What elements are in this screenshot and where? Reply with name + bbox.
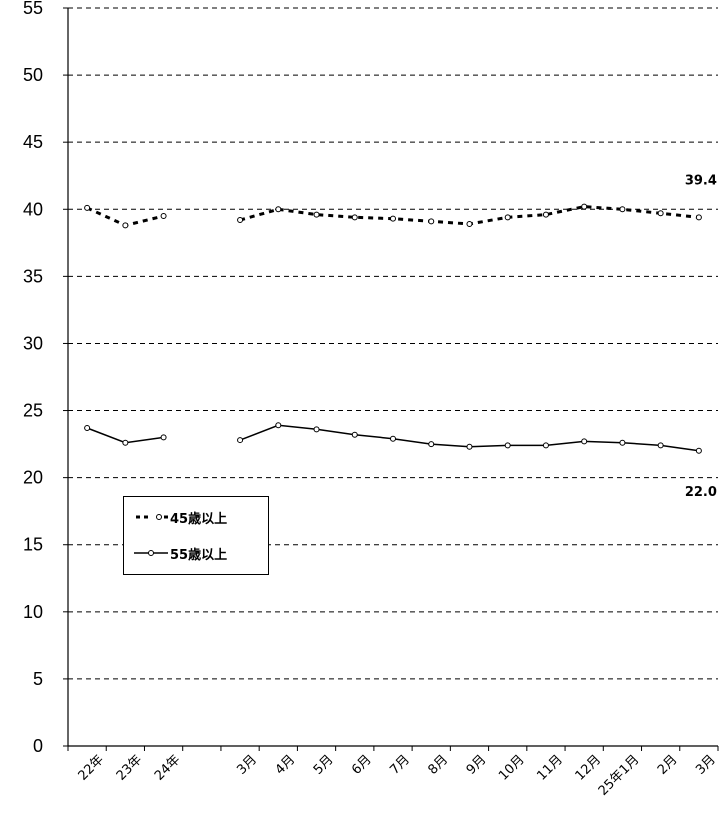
data-point-55 <box>313 426 320 433</box>
legend-label-55: 55歳以上 <box>170 547 228 563</box>
x-tick-label: 4月 <box>273 752 299 778</box>
y-tick-label: 40 <box>23 199 43 219</box>
series-group <box>84 203 702 454</box>
data-point-45 <box>466 221 473 228</box>
legend-item-45: 45歳以上 <box>134 508 228 527</box>
x-tick-label: 5月 <box>311 752 337 778</box>
legend-swatch-solid <box>134 550 168 556</box>
x-tick-label: 22年 <box>76 752 107 783</box>
data-point-55 <box>466 443 473 450</box>
y-tick-label: 35 <box>23 266 43 286</box>
data-point-55 <box>695 447 702 454</box>
y-tick-label: 0 <box>33 736 43 756</box>
data-point-55 <box>657 442 664 449</box>
legend-swatch-dashed <box>136 514 168 520</box>
y-tick-label: 45 <box>23 132 43 152</box>
y-tick-label: 25 <box>23 401 43 421</box>
y-tick-label: 20 <box>23 468 43 488</box>
data-point-55 <box>160 434 167 441</box>
data-point-45 <box>84 204 91 211</box>
data-point-55 <box>390 435 396 442</box>
x-tick-label: 3月 <box>234 752 260 778</box>
axes <box>63 7 719 751</box>
data-point-45 <box>657 210 664 217</box>
data-point-45 <box>428 218 435 225</box>
y-tick-label: 5 <box>33 669 43 689</box>
data-point-45 <box>351 214 358 221</box>
x-tick-label: 11月 <box>534 752 565 783</box>
end-label-55: 22.0 <box>685 485 717 500</box>
data-point-45 <box>390 215 396 222</box>
x-tick-label: 25年1月 <box>596 752 643 799</box>
end-label-45: 39.4 <box>685 173 717 188</box>
data-point-55 <box>542 442 549 449</box>
x-tick-label: 6月 <box>349 752 375 778</box>
legend-label-45: 45歳以上 <box>170 511 228 527</box>
data-point-55 <box>581 438 588 445</box>
data-point-45 <box>695 214 702 221</box>
y-tick-label: 15 <box>23 535 43 555</box>
data-point-45 <box>313 211 320 218</box>
data-point-45 <box>237 217 244 224</box>
data-point-55 <box>428 441 435 448</box>
data-point-55 <box>619 439 626 446</box>
x-tick-label: 8月 <box>426 752 452 778</box>
y-tick-label: 55 <box>23 0 43 18</box>
x-tick-label: 2月 <box>655 752 681 778</box>
data-point-45 <box>275 206 282 213</box>
y-tick-labels: 0 5 10 15 20 25 30 35 40 45 50 55 <box>23 0 43 756</box>
legend: 45歳以上 55歳以上 <box>123 496 269 575</box>
data-point-55 <box>504 442 511 449</box>
y-tick-label: 30 <box>23 333 43 353</box>
x-tick-label: 12月 <box>573 752 604 783</box>
data-point-45 <box>160 212 167 219</box>
data-point-55 <box>237 437 244 444</box>
y-tick-label: 10 <box>23 602 43 622</box>
x-tick-label: 10月 <box>496 752 527 783</box>
x-tick-label: 7月 <box>387 752 413 778</box>
data-point-45 <box>619 206 626 213</box>
x-tick-label: 23年 <box>114 752 145 783</box>
x-tick-label: 24年 <box>152 752 183 783</box>
data-point-45 <box>542 211 549 218</box>
data-point-45 <box>581 203 588 210</box>
data-point-45 <box>122 222 129 229</box>
data-point-45 <box>504 214 511 221</box>
grid-lines <box>68 7 718 680</box>
data-point-55 <box>275 422 282 429</box>
legend-item-55: 55歳以上 <box>134 544 228 563</box>
data-point-55 <box>122 439 129 446</box>
data-point-55 <box>351 431 358 438</box>
data-point-55 <box>84 424 91 431</box>
x-tick-label: 3月 <box>693 752 719 778</box>
end-labels: 39.4 22.0 <box>685 173 717 499</box>
y-tick-label: 50 <box>23 65 43 85</box>
x-tick-label: 9月 <box>464 752 490 778</box>
